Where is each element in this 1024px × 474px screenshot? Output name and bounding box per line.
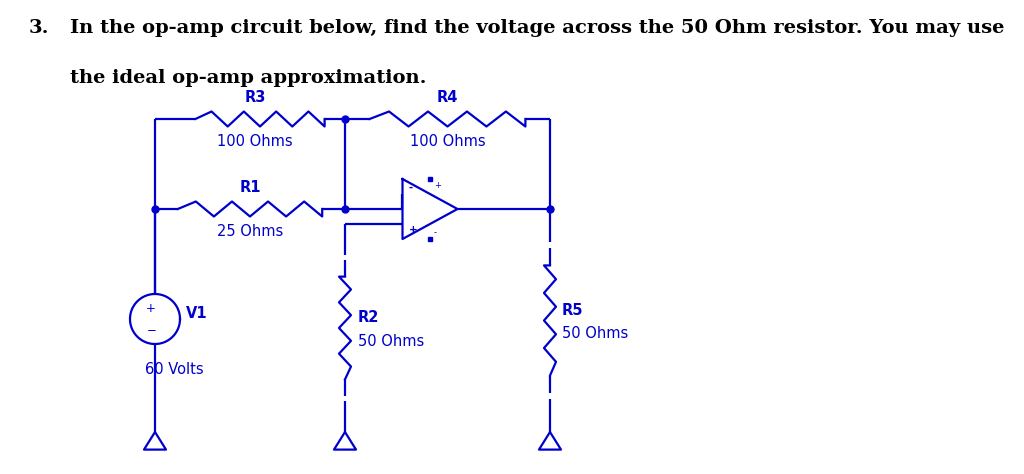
Text: 50 Ohms: 50 Ohms — [358, 334, 424, 348]
Text: the ideal op-amp approximation.: the ideal op-amp approximation. — [70, 69, 426, 87]
Text: R2: R2 — [358, 310, 379, 326]
Text: 3.: 3. — [29, 19, 49, 37]
Text: 100 Ohms: 100 Ohms — [217, 134, 293, 149]
Text: 100 Ohms: 100 Ohms — [410, 134, 485, 149]
Text: 25 Ohms: 25 Ohms — [217, 224, 283, 239]
Text: −: − — [147, 324, 157, 337]
Text: -: - — [434, 228, 437, 237]
Text: 60 Volts: 60 Volts — [145, 362, 204, 377]
Text: R3: R3 — [245, 90, 265, 105]
Text: R4: R4 — [437, 90, 458, 105]
Text: R5: R5 — [562, 303, 584, 318]
Text: +: + — [434, 181, 441, 190]
Text: 50 Ohms: 50 Ohms — [562, 326, 629, 341]
Text: +: + — [409, 225, 417, 235]
Text: +: + — [146, 302, 156, 315]
Text: R1: R1 — [240, 180, 261, 195]
Text: In the op-amp circuit below, find the voltage across the 50 Ohm resistor. You ma: In the op-amp circuit below, find the vo… — [70, 19, 1004, 37]
Text: -: - — [409, 183, 413, 193]
Text: V1: V1 — [186, 307, 208, 321]
